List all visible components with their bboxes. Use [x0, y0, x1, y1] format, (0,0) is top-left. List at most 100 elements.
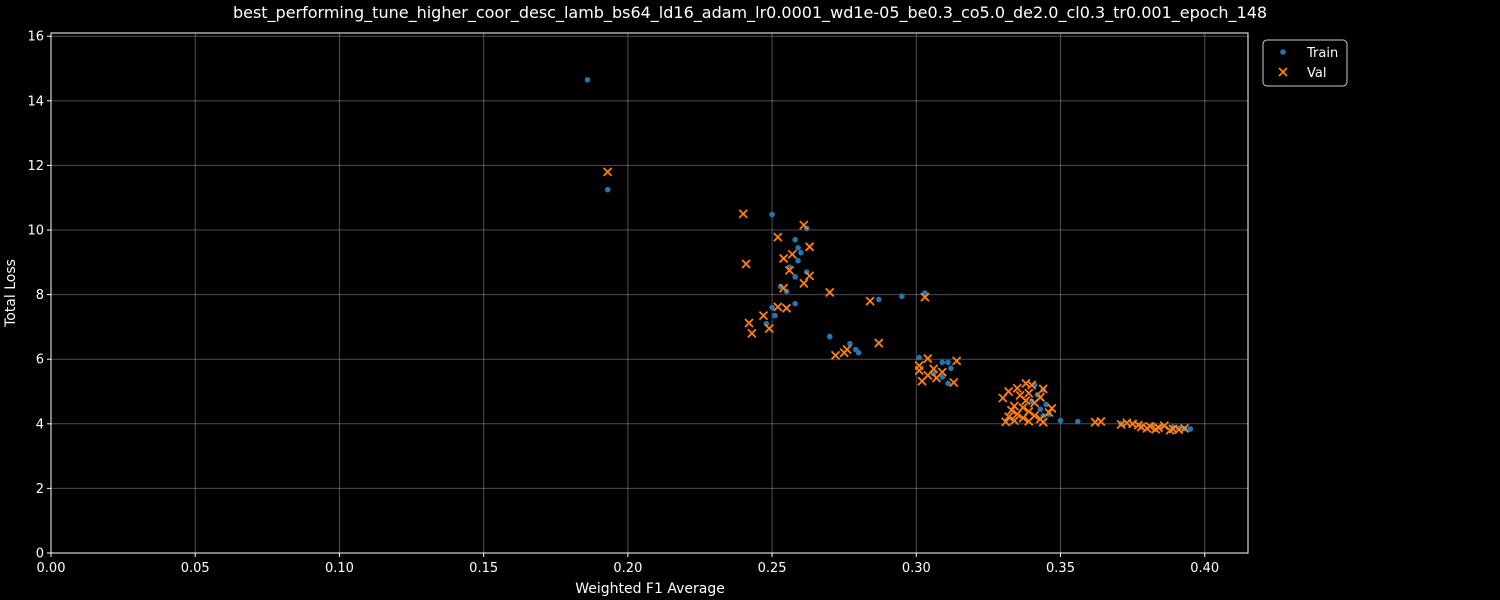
val-point: [773, 302, 783, 312]
x-tick-label: 0.15: [469, 561, 498, 576]
val-point: [1006, 405, 1017, 415]
y-tick-label: 10: [27, 224, 44, 239]
train-point: [792, 274, 798, 280]
val-point: [1153, 423, 1164, 433]
val-point: [778, 283, 789, 293]
val-point: [917, 376, 927, 386]
train-point: [792, 300, 798, 307]
val-point: [1024, 416, 1034, 426]
y-tick-label: 8: [36, 288, 44, 303]
val-point: [1009, 415, 1020, 426]
y-axis-label: Total Loss: [3, 259, 19, 328]
val-point: [741, 259, 751, 269]
y-tick-label: 14: [27, 94, 44, 109]
val-point: [747, 328, 757, 339]
train-point: [769, 304, 775, 311]
train-point: [1187, 426, 1194, 432]
train-point: [922, 290, 928, 296]
train-point: [584, 77, 591, 83]
val-point: [1047, 403, 1057, 413]
train-point: [939, 374, 946, 380]
x-tick-label: 0.20: [613, 561, 642, 576]
val-point: [1038, 384, 1048, 394]
val-point: [1001, 417, 1011, 427]
plot-area: [50, 32, 1249, 554]
y-tick-label: 12: [27, 159, 44, 174]
val-point: [778, 253, 789, 264]
val-point: [1044, 407, 1054, 418]
x-tick-label: 0.25: [758, 561, 787, 576]
val-point: [839, 348, 849, 358]
val-point: [1021, 395, 1031, 406]
train-point: [792, 236, 798, 243]
val-point: [920, 292, 930, 302]
val-point: [952, 356, 962, 366]
val-point: [923, 353, 933, 364]
x-tick-label: 0.35: [1046, 561, 1075, 576]
train-point: [855, 349, 862, 356]
val-point: [949, 377, 959, 388]
x-tick-label: 0.10: [325, 561, 354, 576]
y-tick-label: 16: [27, 30, 44, 45]
train-point: [847, 340, 853, 347]
val-point: [603, 167, 613, 177]
val-point: [865, 296, 875, 306]
val-point: [804, 242, 815, 252]
val-point: [998, 393, 1008, 403]
val-point: [787, 249, 797, 259]
val-point: [1029, 398, 1040, 408]
train-point: [916, 354, 922, 361]
val-point: [744, 318, 754, 328]
val-point: [1012, 383, 1022, 393]
val-point: [1027, 380, 1037, 390]
val-point: [1038, 417, 1048, 427]
train-point: [930, 370, 937, 377]
train-point: [769, 211, 775, 218]
axis-ticks: 0.00 0.05 0.10 0.15 0.20 0.25 0.30 0.35 0.40 0 2 4 6…: [27, 30, 1219, 576]
train-point: [939, 359, 946, 366]
val-point: [1003, 412, 1014, 422]
chart-title: best_performing_tune_higher_coor_desc_la…: [233, 3, 1267, 23]
val-point: [1179, 423, 1190, 433]
train-point: [945, 380, 951, 387]
val-point: [784, 265, 795, 276]
train-point: [1043, 401, 1049, 408]
val-legend-label: Val: [1307, 66, 1326, 81]
val-point: [804, 271, 815, 281]
val-point: [931, 373, 942, 383]
data-points: [584, 77, 1194, 435]
val-legend-marker: [1278, 67, 1288, 77]
val-point: [738, 209, 748, 219]
train-point: [945, 359, 951, 366]
val-point: [1096, 416, 1106, 427]
x-tick-label: 0.00: [37, 561, 66, 576]
val-point: [1024, 388, 1034, 398]
val-point: [758, 310, 769, 321]
x-tick-label: 0.30: [902, 561, 931, 576]
train-point: [899, 293, 905, 300]
train-point: [795, 257, 801, 264]
y-tick-label: 2: [36, 482, 44, 497]
val-point: [1021, 378, 1031, 389]
train-point: [798, 249, 804, 256]
val-point: [1145, 421, 1155, 432]
x-tick-label: 0.40: [1190, 561, 1219, 576]
train-point: [1057, 417, 1064, 424]
y-tick-label: 0: [36, 547, 44, 562]
train-point: [772, 312, 778, 319]
val-point: [914, 365, 924, 376]
val-point: [781, 303, 792, 313]
train-point: [795, 244, 801, 251]
x-tick-label: 0.05: [181, 561, 210, 576]
train-point: [1175, 425, 1182, 432]
y-tick-label: 4: [36, 417, 44, 432]
val-point: [825, 287, 835, 297]
val-point: [773, 232, 783, 242]
train-point: [826, 333, 833, 340]
train-point: [1037, 406, 1044, 413]
train-point: [1075, 418, 1081, 425]
val-point: [764, 323, 774, 334]
train-legend-label: Train: [1306, 46, 1338, 61]
train-point: [604, 186, 611, 193]
